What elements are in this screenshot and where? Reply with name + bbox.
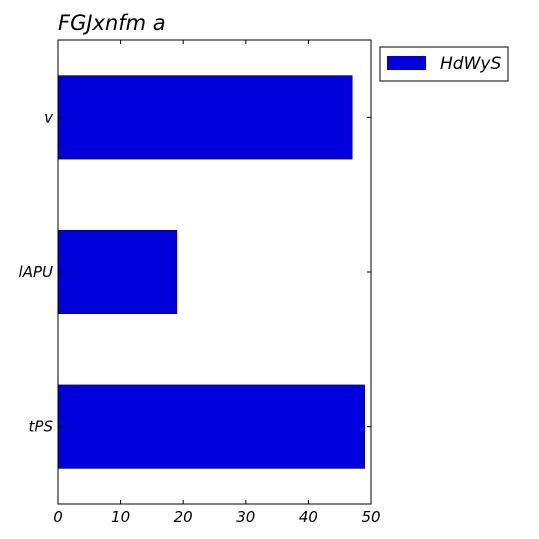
x-tick-label: 20 [174,508,193,526]
bar-lAPU [57,229,178,315]
x-tick-label: 0 [53,508,63,526]
plot-frame [57,39,372,505]
legend: HdWyS [379,46,509,82]
chart-title: FGJxnfm a [58,11,166,35]
y-tick-label: v [44,108,54,126]
y-tick-label: tPS [29,418,54,436]
x-tick-label: 50 [361,508,380,526]
bar-group [57,75,365,469]
x-tick-label: 40 [299,508,318,526]
legend-label: HdWyS [440,54,501,74]
x-axis: 0 10 20 30 40 50 [53,40,381,526]
bar-tPS [57,384,365,469]
x-tick-label: 10 [111,508,130,526]
x-tick-label: 30 [236,508,255,526]
bar-v [57,75,353,160]
y-tick-label: lAPU [19,263,53,281]
legend-swatch [387,56,426,70]
y-axis: v lAPU tPS [19,108,371,436]
